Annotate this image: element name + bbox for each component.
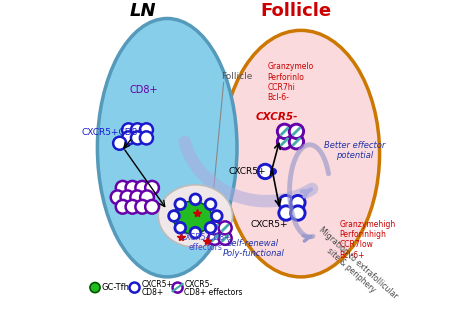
- Circle shape: [145, 200, 159, 214]
- Text: Granzymehigh
Perforinhigh
CCR7low
Bcl-6+: Granzymehigh Perforinhigh CCR7low Bcl-6+: [339, 220, 396, 260]
- Circle shape: [136, 200, 149, 214]
- Circle shape: [289, 124, 303, 139]
- Circle shape: [131, 123, 144, 136]
- Ellipse shape: [173, 201, 212, 234]
- Circle shape: [291, 195, 305, 210]
- Circle shape: [122, 123, 135, 136]
- Circle shape: [205, 199, 216, 209]
- Circle shape: [140, 191, 154, 204]
- Text: GC-Tfh: GC-Tfh: [101, 283, 129, 292]
- Circle shape: [277, 135, 292, 149]
- Circle shape: [279, 206, 293, 220]
- Circle shape: [136, 181, 149, 195]
- Text: CXCR5+: CXCR5+: [228, 167, 266, 176]
- Circle shape: [208, 221, 221, 234]
- Text: CXCR5-CD8+
effectors: CXCR5-CD8+ effectors: [181, 233, 231, 252]
- Circle shape: [205, 222, 216, 233]
- Text: CD8+: CD8+: [129, 85, 158, 95]
- Circle shape: [145, 181, 159, 195]
- Text: Self-renewal
Poly-functional: Self-renewal Poly-functional: [222, 239, 284, 258]
- Circle shape: [126, 181, 139, 195]
- Circle shape: [208, 232, 221, 245]
- Circle shape: [122, 131, 135, 144]
- Circle shape: [190, 194, 201, 205]
- Circle shape: [291, 206, 305, 220]
- Circle shape: [289, 135, 303, 149]
- Text: Follicle: Follicle: [221, 72, 252, 81]
- Text: CXCR5+: CXCR5+: [251, 220, 288, 229]
- Circle shape: [279, 195, 293, 210]
- Text: Granzymelo
Perforinlo
CCR7hi
Bcl-6-: Granzymelo Perforinlo CCR7hi Bcl-6-: [268, 62, 314, 102]
- Text: Follicle: Follicle: [261, 2, 332, 20]
- Circle shape: [169, 211, 179, 221]
- Ellipse shape: [158, 185, 233, 247]
- Text: CD8+ effectors: CD8+ effectors: [184, 289, 243, 297]
- Circle shape: [140, 123, 153, 136]
- Circle shape: [175, 222, 186, 233]
- Text: CXCR5+: CXCR5+: [141, 280, 173, 289]
- Circle shape: [116, 181, 129, 195]
- Circle shape: [211, 211, 222, 221]
- Circle shape: [111, 191, 125, 204]
- Text: Migration to extrafollicular
site & periphery: Migration to extrafollicular site & peri…: [310, 225, 399, 308]
- Text: CXCR5-: CXCR5-: [256, 112, 298, 122]
- Ellipse shape: [222, 30, 380, 277]
- Text: CXCR5-: CXCR5-: [184, 280, 213, 289]
- Ellipse shape: [97, 19, 237, 277]
- Circle shape: [113, 137, 126, 150]
- Circle shape: [129, 283, 139, 293]
- Text: CXCR5+CD8+: CXCR5+CD8+: [82, 128, 146, 137]
- Circle shape: [219, 232, 232, 245]
- Text: CD8+: CD8+: [141, 289, 164, 297]
- Circle shape: [116, 200, 129, 214]
- Circle shape: [130, 191, 144, 204]
- Circle shape: [258, 164, 273, 179]
- Circle shape: [126, 200, 139, 214]
- Circle shape: [140, 131, 153, 144]
- Circle shape: [277, 124, 292, 139]
- Circle shape: [175, 199, 186, 209]
- Circle shape: [90, 283, 100, 293]
- Circle shape: [173, 283, 182, 293]
- Circle shape: [219, 221, 232, 234]
- Circle shape: [131, 131, 144, 144]
- Text: LN: LN: [130, 2, 157, 20]
- Text: Better effector
potential: Better effector potential: [324, 141, 385, 160]
- Circle shape: [120, 191, 134, 204]
- Circle shape: [190, 227, 201, 238]
